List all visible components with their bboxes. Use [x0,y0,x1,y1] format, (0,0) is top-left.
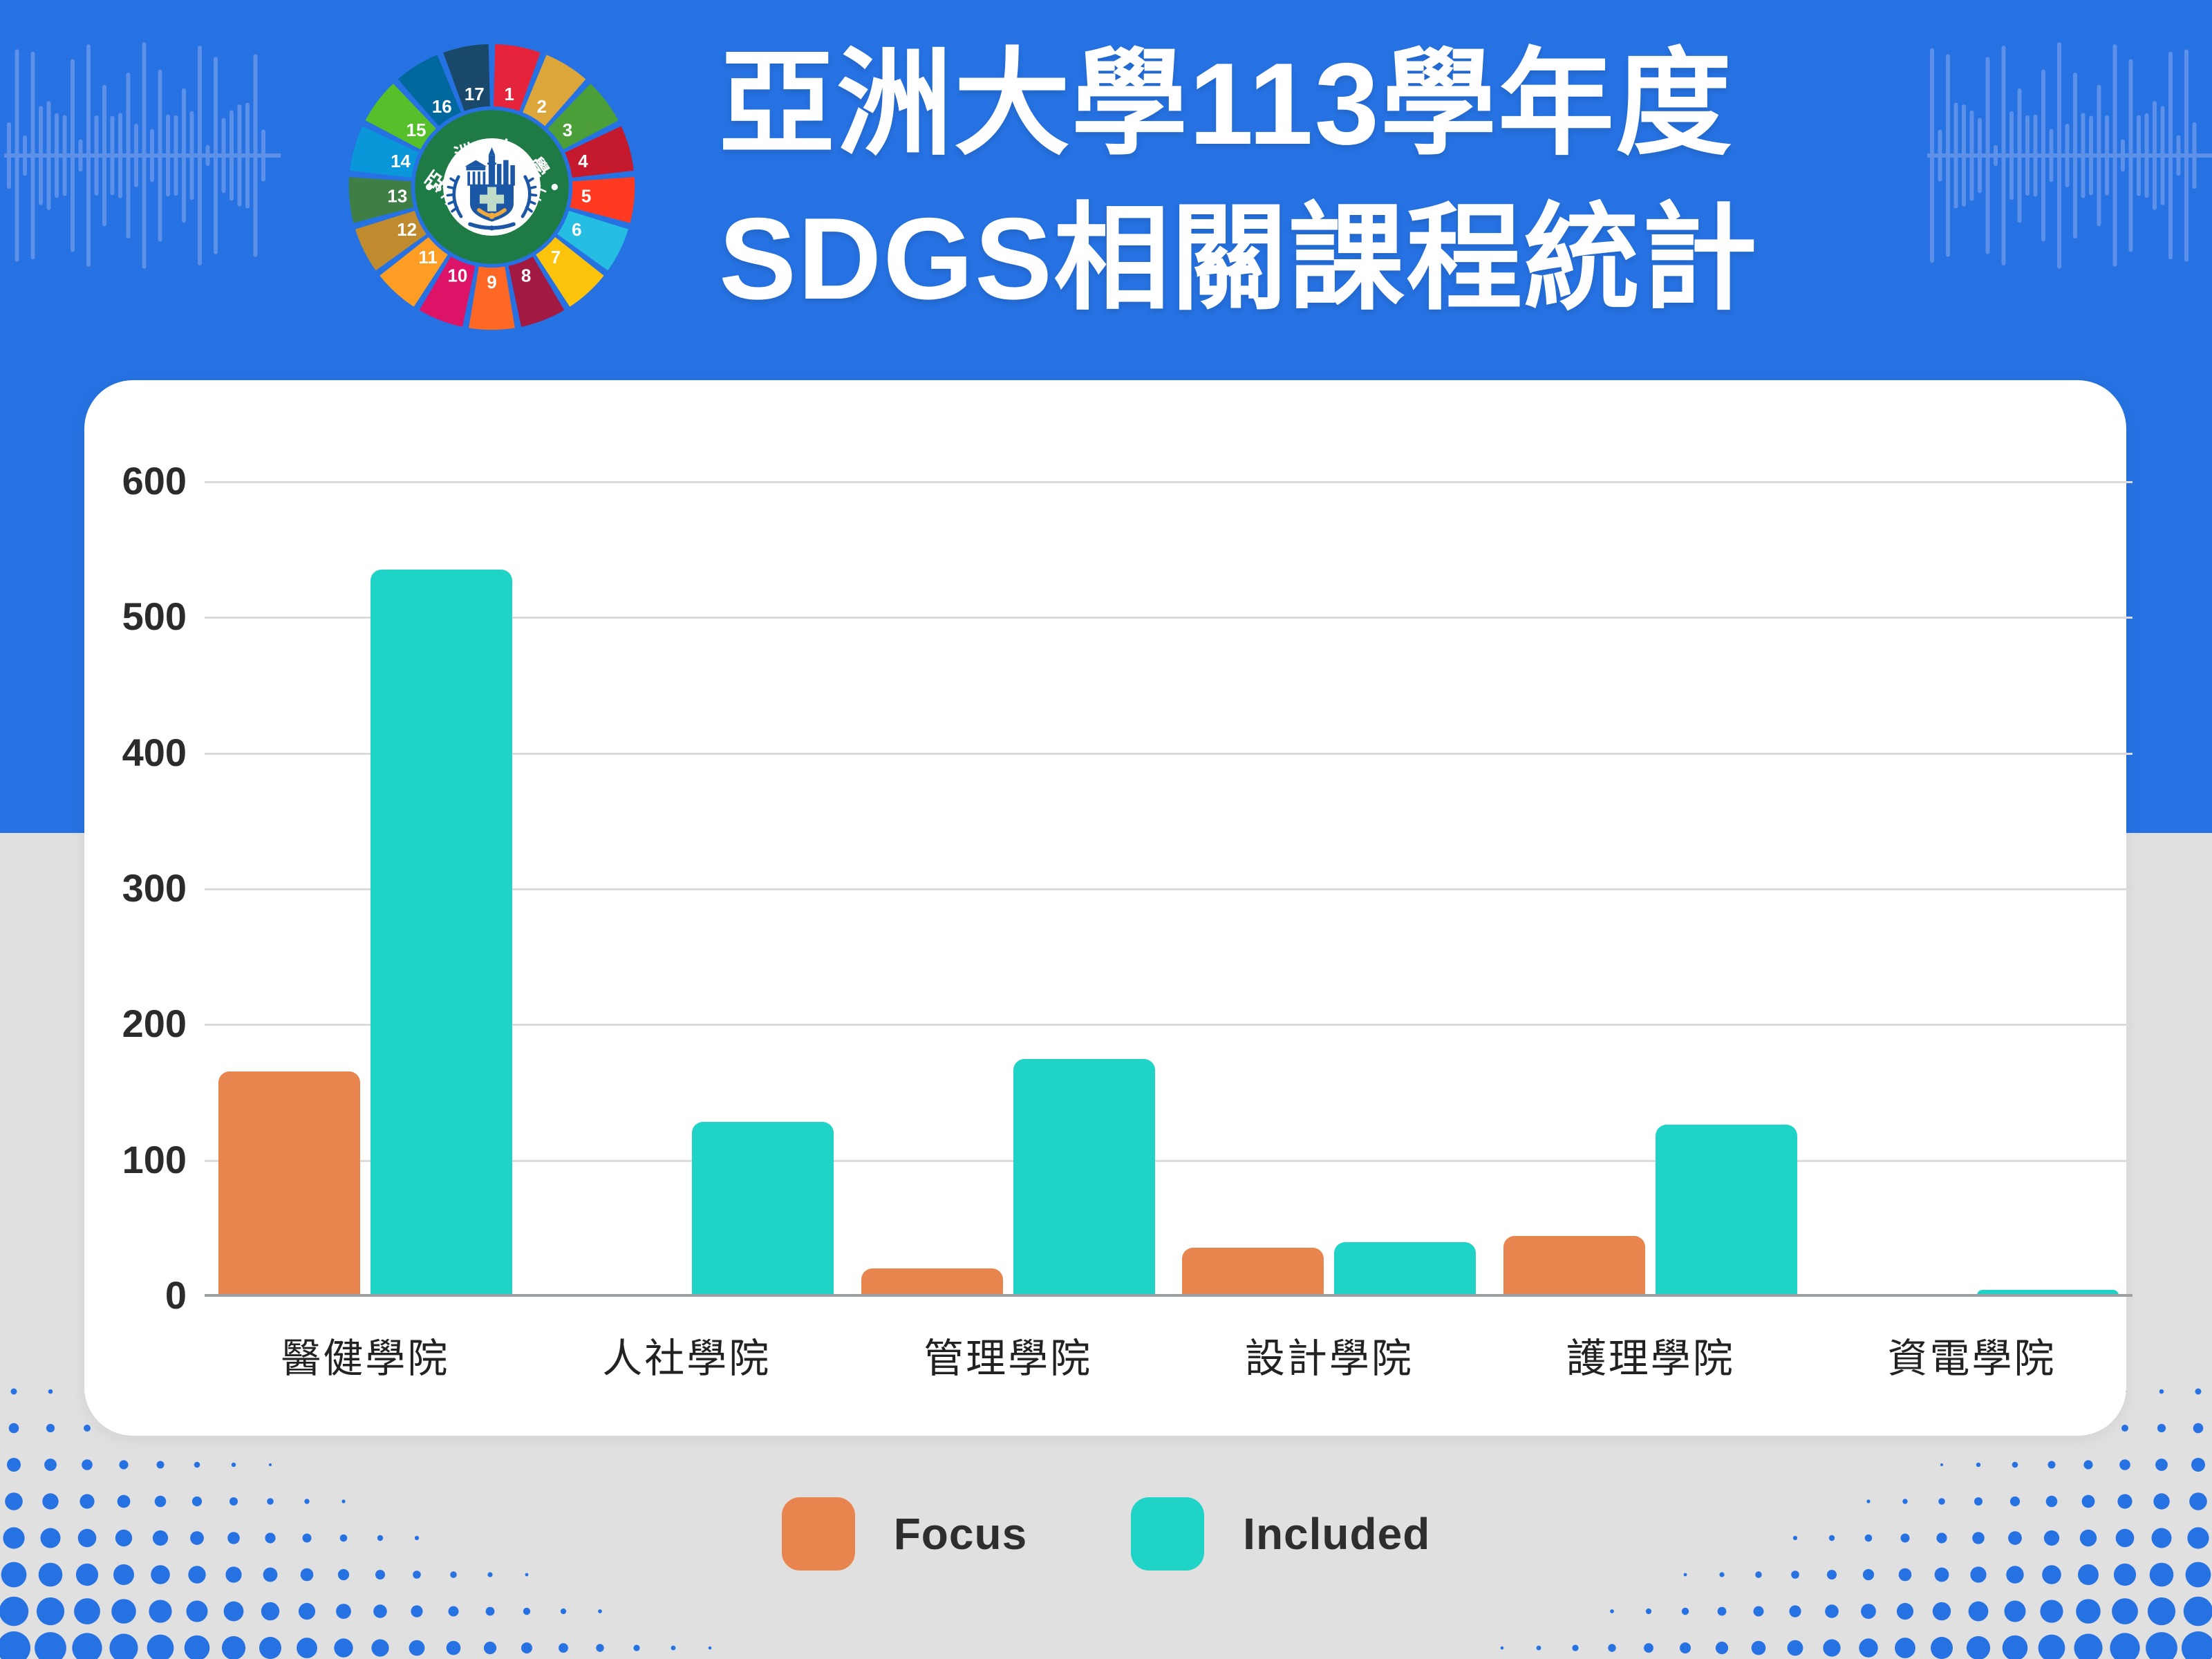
page-title-line1: 亞洲大學113學年度 [719,39,1734,169]
y-axis-tick-label-400: 400 [122,730,187,774]
chart-card: 0 100 200 300 400 500 600 醫健學院 人社學院 管理學院 設計學院 護理學院… [84,380,2133,1436]
bar-focus-設計學院 [1182,1248,1324,1295]
svg-text:9: 9 [487,273,496,292]
plot-area [205,481,2133,1297]
svg-text:11: 11 [418,248,437,268]
bar-group-醫健學院 [205,481,526,1295]
y-axis-tick-label-300: 300 [122,866,187,910]
y-axis-tick-label-500: 500 [122,594,187,639]
svg-text:4: 4 [578,152,588,171]
x-axis-label-護理學院: 護理學院 [1566,1336,1735,1381]
page-title-line2: SDGS相關課程統計 [719,194,1759,324]
svg-text:10: 10 [447,267,467,286]
svg-text:2: 2 [537,97,547,117]
bar-group-管理學院 [847,481,1169,1295]
gridline-400 [205,752,2133,755]
svg-text:8: 8 [521,267,531,286]
bar-included-人社學院 [691,1121,834,1295]
waveform-decoration-right [1927,42,2212,269]
svg-text:5: 5 [581,187,591,206]
svg-text:1: 1 [504,85,514,104]
legend-swatch-focus [781,1497,855,1571]
legend-swatch-included [1131,1497,1205,1571]
dots-decoration-bottom-right [1500,1388,2212,1659]
bar-group-人社學院 [526,481,847,1295]
x-axis-baseline [205,1294,2133,1297]
waveform-decoration-left [4,42,281,269]
bar-included-醫健學院 [370,569,512,1295]
bar-focus-醫健學院 [218,1071,360,1295]
gridline-500 [205,617,2133,619]
svg-text:16: 16 [432,97,452,117]
y-axis-tick-label-200: 200 [122,1002,187,1046]
bar-group-資電學院 [1811,481,2133,1295]
bar-included-護理學院 [1656,1124,1798,1295]
y-axis-tick-label-100: 100 [122,1137,187,1181]
y-axis-tick-label-0: 0 [165,1273,187,1317]
svg-text:15: 15 [406,121,427,140]
bar-focus-護理學院 [1503,1235,1646,1295]
dots-decoration-bottom-left [0,1388,712,1659]
page-title: 亞洲大學113學年度 SDGS相關課程統計 [719,26,1759,336]
chart-legend: Focus Included [0,1497,2212,1571]
bars-layer [205,481,2133,1295]
bar-included-設計學院 [1334,1242,1477,1295]
svg-text:6: 6 [572,221,581,240]
legend-item-focus: Focus [781,1497,1028,1571]
legend-label-included: Included [1243,1509,1431,1559]
x-axis-labels: 醫健學院 人社學院 管理學院 設計學院 護理學院 資電學院 [205,1326,2133,1384]
svg-text:12: 12 [397,221,417,240]
x-axis-label-人社學院: 人社學院 [602,1336,771,1381]
bar-included-資電學院 [1977,1290,2119,1295]
university-sdg-logo: 1234567891011121314151617亞洲大學ASIA UNIVER… [338,33,646,341]
x-axis-label-醫健學院: 醫健學院 [281,1336,450,1381]
bar-group-設計學院 [1168,481,1490,1295]
svg-text:13: 13 [387,187,407,206]
svg-text:3: 3 [563,121,572,140]
bar-group-護理學院 [1490,481,1811,1295]
legend-label-focus: Focus [893,1509,1028,1559]
svg-text:17: 17 [465,85,485,104]
gridline-300 [205,888,2133,890]
bar-included-管理學院 [1013,1059,1155,1295]
y-axis-tick-label-600: 600 [122,459,187,503]
x-axis-label-管理學院: 管理學院 [924,1336,1093,1381]
svg-text:7: 7 [551,248,561,268]
svg-text:14: 14 [391,152,411,171]
bar-focus-管理學院 [861,1268,1003,1295]
gridline-200 [205,1024,2133,1027]
gridline-100 [205,1159,2133,1162]
x-axis-label-設計學院: 設計學院 [1244,1336,1414,1381]
x-axis-label-資電學院: 資電學院 [1887,1336,2056,1381]
gridline-600 [205,481,2133,483]
legend-item-included: Included [1131,1497,1430,1571]
